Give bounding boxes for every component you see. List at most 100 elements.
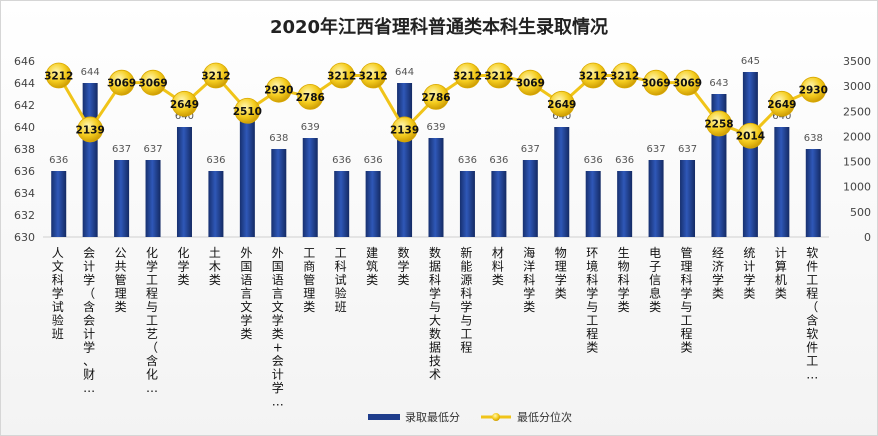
x-category-char: 海 (523, 245, 535, 260)
rank-value-label: 2930 (799, 85, 828, 97)
rank-value-label: 2786 (296, 92, 325, 104)
y-left-tick-label: 642 (14, 99, 35, 112)
x-category-char: 数 (429, 245, 441, 260)
rank-marker-11 (391, 116, 418, 143)
x-category-char: 工 (806, 354, 818, 368)
x-category-char: 与 (681, 300, 693, 314)
bar-value-label: 637 (521, 144, 540, 155)
x-category-char: + (273, 341, 283, 355)
x-category-char: 试 (52, 299, 64, 314)
bar-value-label: 636 (49, 155, 68, 166)
x-category-char: 验 (335, 286, 347, 301)
x-category-char: 类 (712, 287, 724, 301)
x-category-char: 据 (429, 260, 441, 274)
rank-marker-8 (297, 84, 324, 110)
x-category-char: 学 (83, 340, 95, 355)
x-category-char: 学 (429, 286, 441, 301)
x-category-char: 言 (240, 287, 252, 301)
bar-value-label: 636 (489, 155, 508, 166)
rank-value-label: 2786 (421, 92, 450, 104)
y-right-tick-label: 2000 (843, 130, 871, 143)
bar-13 (459, 171, 475, 237)
rank-marker-19 (643, 69, 669, 96)
rank-marker-16 (548, 90, 575, 117)
x-category-char: 生 (618, 246, 630, 260)
x-category-char: 验 (52, 313, 64, 328)
rank-value-label: 3069 (641, 78, 670, 90)
rank-marker-5 (203, 62, 229, 89)
bar-value-label: 637 (647, 144, 666, 155)
x-category-char: 学 (272, 380, 284, 395)
rank-value-label: 2649 (547, 99, 576, 111)
x-category-char: 物 (618, 260, 630, 274)
x-category-char: 软 (806, 327, 818, 341)
x-category-label: 材料类 (492, 246, 504, 287)
rank-value-label: 2510 (233, 106, 262, 118)
rank-marker-12 (423, 84, 449, 110)
x-category-char: 洋 (523, 259, 535, 274)
x-category-char: 化 (177, 246, 189, 260)
rank-marker-23 (768, 90, 795, 117)
legend: 录取最低分 最低分位次 (368, 410, 572, 424)
x-category-char: 境 (586, 259, 598, 274)
x-category-char: 化 (146, 246, 158, 260)
x-category-char: 与 (146, 300, 158, 314)
bar-1 (82, 83, 98, 237)
rank-marker-4 (171, 90, 198, 117)
x-category-char: 土 (209, 246, 221, 260)
x-category-label: 土木类 (209, 246, 221, 287)
bar-19 (648, 160, 664, 237)
bar-14 (491, 171, 507, 237)
x-category-char: 文 (272, 299, 284, 314)
x-category-char: 理 (555, 260, 567, 274)
x-category-char: 学 (618, 286, 630, 301)
x-category-char: 理 (303, 287, 315, 301)
x-category-label: 化学工程与工艺（含化… (146, 246, 158, 395)
x-category-char: 类 (272, 327, 284, 341)
x-category-char: 类 (209, 273, 221, 287)
y-left-tick-label: 644 (14, 77, 35, 90)
x-category-char: 学 (523, 286, 535, 301)
rank-value-label: 3212 (453, 70, 482, 82)
rank-value-label: 3069 (107, 78, 136, 90)
y-left-tick-label: 630 (14, 231, 35, 244)
x-category-char: 济 (712, 259, 724, 274)
bar-23 (774, 127, 790, 237)
bar-value-label: 639 (301, 122, 320, 133)
y-left-tick-label: 636 (14, 165, 35, 178)
x-category-char: 工 (335, 246, 347, 260)
rank-marker-14 (485, 62, 512, 89)
x-category-char: 环 (586, 246, 598, 260)
rank-marker-13 (454, 62, 481, 89)
x-category-char: 类 (586, 341, 598, 355)
x-category-char: 科 (335, 260, 347, 274)
x-category-char: 物 (555, 246, 567, 260)
x-category-char: 学 (586, 286, 598, 301)
rank-marker-2 (108, 69, 135, 96)
x-category-char: 学 (712, 272, 724, 287)
x-category-char: 计 (743, 260, 755, 274)
x-category-char: 学 (240, 313, 252, 328)
x-category-char: 电 (649, 246, 661, 260)
rank-value-label: 2014 (736, 131, 765, 143)
bar-4 (176, 127, 192, 237)
x-category-char: 工 (146, 273, 158, 287)
x-category-char: 管 (303, 272, 315, 287)
rank-value-label: 2139 (390, 124, 419, 136)
bar-24 (805, 149, 821, 237)
x-category-char: 与 (429, 300, 441, 314)
x-category-char: 源 (460, 273, 472, 287)
rank-value-label: 3212 (327, 70, 356, 82)
x-category-char: 算 (775, 259, 787, 274)
rank-value-label: 3069 (516, 78, 545, 90)
bar-value-label: 636 (364, 155, 383, 166)
x-category-char: 计 (83, 327, 95, 341)
x-category-char: 科 (681, 273, 693, 287)
